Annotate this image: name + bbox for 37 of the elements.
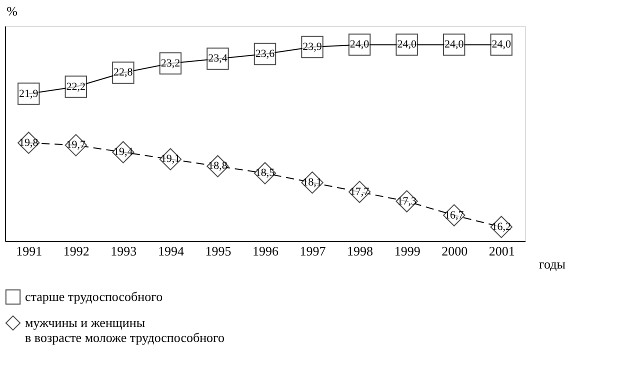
data-label: 23,4 (208, 52, 228, 65)
x-tick-label: 2001 (488, 244, 515, 258)
x-tick-label: 1998 (347, 244, 374, 258)
data-label: 19,8 (19, 136, 39, 149)
data-label: 16,2 (492, 220, 511, 233)
data-label: 24,0 (397, 38, 417, 51)
data-label: 21,9 (19, 88, 39, 100)
x-tick-label: 1993 (110, 244, 137, 258)
data-label: 17,7 (350, 186, 370, 198)
data-label: 24,0 (350, 38, 370, 51)
x-tick-label: 1996 (252, 244, 279, 258)
x-axis-title: годы (539, 256, 566, 272)
data-label: 23,9 (302, 41, 322, 54)
data-label: 18,5 (255, 167, 276, 180)
data-label: 18,8 (208, 160, 228, 172)
data-label: 18,1 (302, 176, 322, 189)
x-tick-label: 1999 (394, 244, 420, 258)
data-label: 23,2 (160, 57, 180, 70)
data-label: 17,3 (397, 195, 417, 208)
x-tick-label: 1994 (158, 244, 184, 258)
x-tick-label: 1997 (300, 244, 326, 258)
x-tick-label: 1995 (205, 244, 232, 258)
legend-label: старше трудоспособного (25, 289, 163, 304)
data-label: 24,0 (444, 38, 464, 51)
data-label: 22,2 (66, 80, 86, 93)
data-label: 19,7 (66, 139, 86, 152)
y-axis-title: % (6, 4, 18, 18)
legend-label: мужчины и женщины в возрасте моложе трудоспособного (25, 315, 225, 345)
data-label: 22,8 (114, 66, 134, 79)
x-tick-label: 2000 (442, 244, 468, 258)
x-tick-label: 1992 (63, 244, 90, 258)
data-label: 19,4 (114, 146, 134, 158)
data-label: 19,1 (160, 153, 180, 166)
data-label: 16,7 (444, 209, 464, 222)
data-label: 24,0 (492, 38, 512, 51)
data-label: 23,6 (255, 48, 276, 60)
x-tick-label: 1991 (16, 244, 42, 258)
